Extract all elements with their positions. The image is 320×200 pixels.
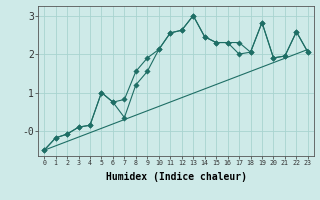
X-axis label: Humidex (Indice chaleur): Humidex (Indice chaleur) xyxy=(106,172,246,182)
